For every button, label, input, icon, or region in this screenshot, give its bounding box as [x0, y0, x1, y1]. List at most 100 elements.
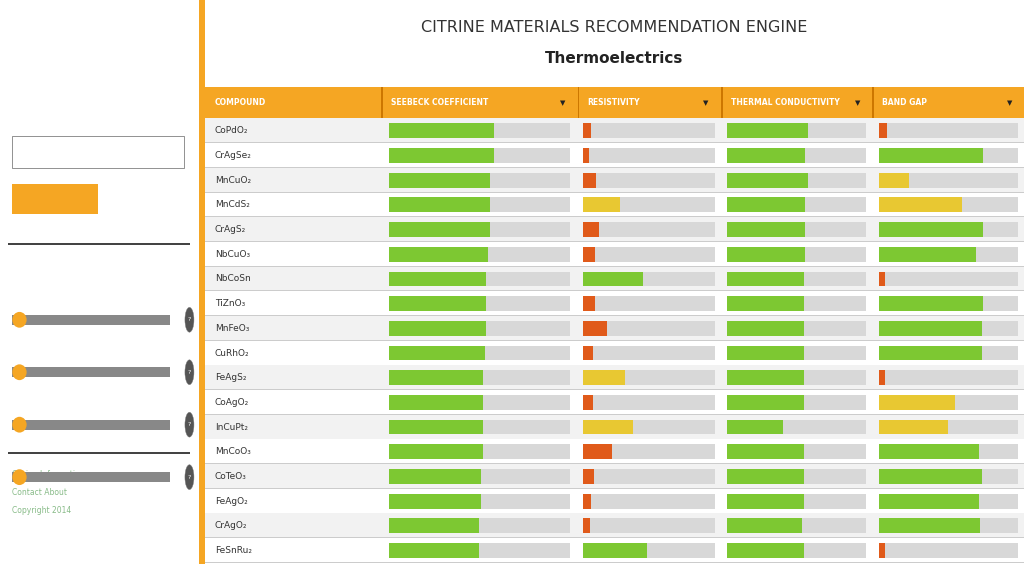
Circle shape: [185, 412, 194, 437]
Bar: [389, 222, 569, 237]
Bar: [389, 173, 490, 188]
Bar: [12, 367, 170, 377]
Bar: [389, 247, 569, 262]
Bar: [584, 444, 715, 459]
Bar: [205, 489, 1024, 513]
Bar: [389, 247, 488, 262]
Bar: [879, 197, 1018, 212]
Text: CoTeO₃: CoTeO₃: [215, 472, 247, 481]
Bar: [879, 222, 1018, 237]
Ellipse shape: [12, 469, 27, 485]
Bar: [205, 87, 1024, 118]
Bar: [879, 247, 1018, 262]
Bar: [584, 518, 715, 533]
Bar: [584, 444, 612, 459]
Text: ▼: ▼: [855, 100, 860, 106]
Bar: [584, 518, 590, 533]
Bar: [584, 173, 596, 188]
Bar: [389, 197, 569, 212]
Bar: [879, 494, 979, 509]
Bar: [584, 321, 607, 336]
Text: InCuPt₂: InCuPt₂: [215, 422, 248, 431]
Bar: [205, 167, 1024, 168]
Text: CoPdO₂: CoPdO₂: [215, 126, 248, 135]
Bar: [584, 469, 594, 484]
Bar: [879, 271, 1018, 287]
Bar: [879, 518, 1018, 533]
Text: FeSnRu₂: FeSnRu₂: [215, 546, 252, 555]
Bar: [584, 173, 715, 188]
Bar: [879, 296, 983, 311]
Bar: [389, 543, 569, 558]
Text: RESISTIVITY: RESISTIVITY: [588, 99, 640, 107]
Bar: [389, 371, 569, 385]
Bar: [727, 148, 866, 163]
Bar: [727, 371, 866, 385]
Bar: [872, 87, 874, 118]
Bar: [389, 321, 569, 336]
Bar: [205, 340, 1024, 341]
Bar: [727, 271, 804, 287]
Text: SUBMIT: SUBMIT: [37, 195, 74, 204]
Bar: [727, 296, 866, 311]
Bar: [727, 420, 866, 434]
Bar: [205, 290, 1024, 291]
Text: Copyright 2014: Copyright 2014: [12, 506, 72, 515]
Bar: [879, 296, 1018, 311]
Bar: [727, 469, 866, 484]
Bar: [879, 543, 1018, 558]
Bar: [879, 469, 982, 484]
Bar: [389, 469, 481, 484]
Bar: [584, 371, 715, 385]
Text: 0: 0: [175, 315, 180, 324]
Text: Citrine Informatics: Citrine Informatics: [12, 470, 84, 479]
Text: NbCuO₃: NbCuO₃: [215, 250, 250, 259]
Ellipse shape: [12, 312, 27, 328]
Bar: [205, 538, 1024, 563]
Bar: [727, 271, 866, 287]
Bar: [727, 247, 866, 262]
Bar: [389, 296, 486, 311]
Bar: [584, 346, 593, 360]
Bar: [389, 148, 569, 163]
Bar: [584, 371, 626, 385]
Bar: [12, 472, 170, 482]
Bar: [205, 118, 1024, 143]
Bar: [205, 142, 1024, 143]
Text: NbCoSn: NbCoSn: [215, 275, 251, 284]
Bar: [727, 518, 866, 533]
Bar: [879, 518, 980, 533]
Bar: [205, 513, 1024, 538]
Bar: [879, 148, 983, 163]
Bar: [205, 315, 1024, 316]
Bar: [727, 173, 866, 188]
Text: CoAgO₂: CoAgO₂: [215, 398, 249, 407]
Text: CuRhO₂: CuRhO₂: [215, 349, 249, 358]
Bar: [584, 494, 591, 509]
Bar: [584, 148, 715, 163]
Text: Contact About: Contact About: [12, 488, 68, 497]
Bar: [389, 469, 569, 484]
Bar: [879, 222, 983, 237]
Bar: [727, 346, 866, 360]
Bar: [205, 365, 1024, 390]
Bar: [205, 241, 1024, 242]
Text: MnCdS₂: MnCdS₂: [215, 200, 250, 209]
Text: CrAgO₂: CrAgO₂: [215, 521, 247, 530]
Bar: [199, 0, 205, 564]
Bar: [727, 494, 866, 509]
Bar: [389, 222, 490, 237]
Text: SEEBECK COEFFICIENT: SEEBECK COEFFICIENT: [391, 99, 488, 107]
Text: FeAgS₂: FeAgS₂: [215, 373, 246, 382]
Bar: [205, 242, 1024, 267]
Bar: [389, 518, 569, 533]
Bar: [879, 346, 1018, 360]
Bar: [727, 321, 866, 336]
Bar: [879, 346, 982, 360]
Text: ?: ?: [187, 318, 191, 322]
Bar: [879, 469, 1018, 484]
Bar: [584, 222, 599, 237]
Bar: [389, 395, 569, 410]
Text: ▼: ▼: [703, 100, 709, 106]
Bar: [389, 444, 483, 459]
